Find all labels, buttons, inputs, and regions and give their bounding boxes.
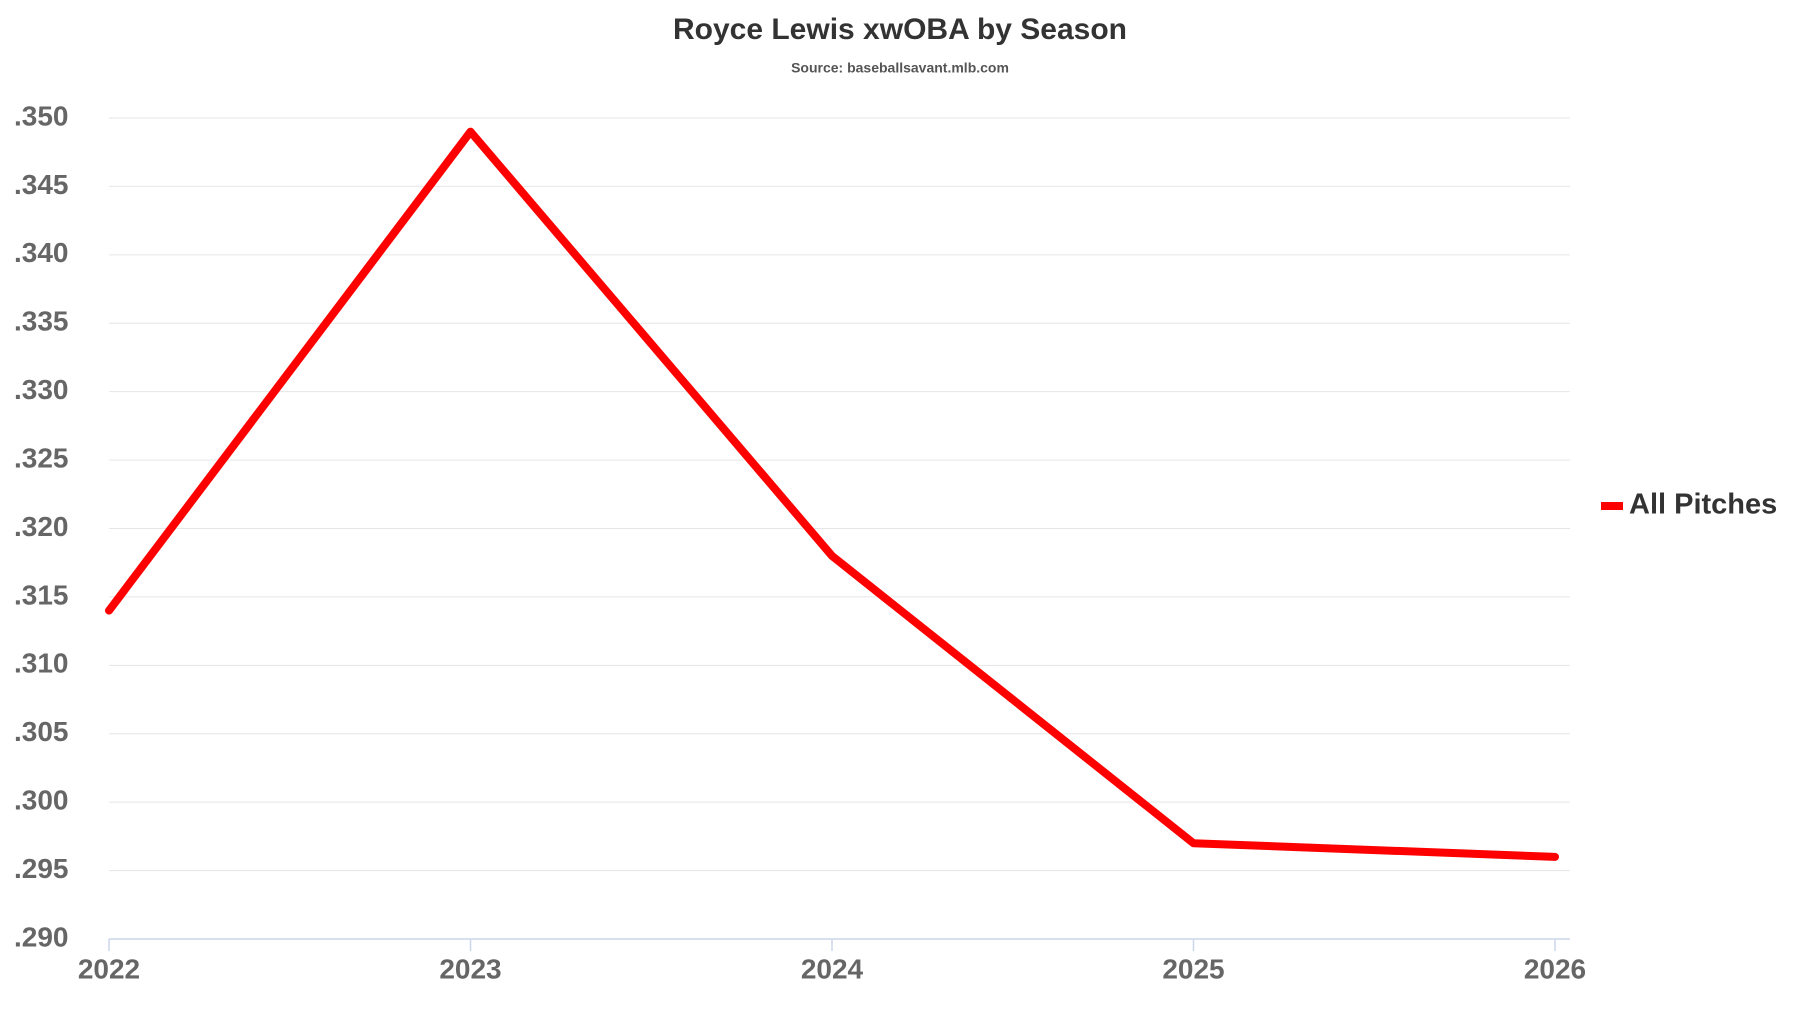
- data-line: [105, 127, 1559, 861]
- y-tick-label: .310: [14, 648, 69, 679]
- y-tick-label: .305: [14, 716, 69, 747]
- y-tick-label: .315: [14, 579, 69, 610]
- chart-subtitle: Source: baseballsavant.mlb.com: [791, 60, 1009, 76]
- x-tick-label: 2022: [78, 953, 140, 984]
- x-tick-label: 2025: [1162, 953, 1224, 984]
- y-tick-label: .295: [14, 853, 69, 884]
- y-tick-label: .345: [14, 169, 69, 200]
- y-tick-label: .350: [14, 100, 69, 131]
- x-tick-label: 2026: [1524, 953, 1586, 984]
- chart-title: Royce Lewis xwOBA by Season: [673, 13, 1127, 46]
- legend-label: All Pitches: [1629, 489, 1777, 521]
- legend-swatch: [1601, 502, 1623, 510]
- y-tick-label: .290: [14, 921, 69, 952]
- x-tick-label: 2023: [439, 953, 501, 984]
- x-tick-label: 2024: [801, 953, 864, 984]
- y-tick-label: .325: [14, 442, 69, 473]
- y-tick-label: .300: [14, 785, 69, 816]
- y-tick-label: .335: [14, 306, 69, 337]
- y-tick-label: .340: [14, 237, 69, 268]
- y-tick-label: .320: [14, 511, 69, 542]
- y-tick-label: .330: [14, 374, 69, 405]
